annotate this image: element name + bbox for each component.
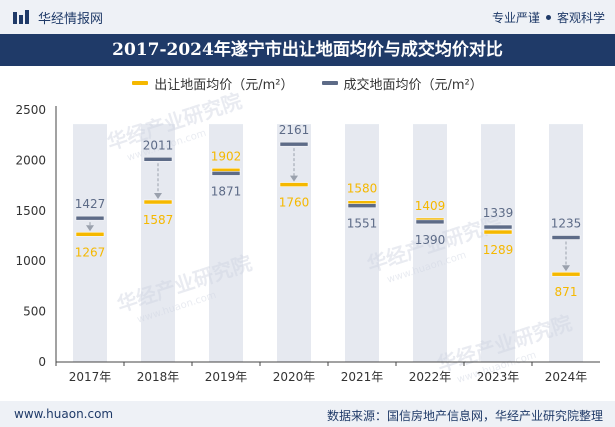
footer-site: www.huaon.com — [14, 407, 114, 421]
top-banner: 华经情报网 专业严谨 客观科学 — [0, 0, 615, 34]
slogan-right: 客观科学 — [556, 11, 605, 25]
deal-data-label: 2011 — [143, 138, 174, 152]
x-tick-label: 2023年 — [477, 370, 520, 384]
legend-label-deal: 成交地面均价（元/m²） — [343, 77, 483, 93]
sale-data-label: 1587 — [143, 213, 174, 227]
deal-marker — [551, 235, 581, 240]
slogan-left: 专业严谨 — [491, 11, 540, 25]
sale-marker — [551, 271, 581, 277]
deal-marker — [347, 203, 377, 208]
brand-name: 华经情报网 — [38, 12, 104, 27]
y-tick-label: 2000 — [15, 153, 46, 167]
legend-item-sale: 出让地面均价（元/m²） — [132, 74, 294, 93]
deal-marker — [75, 215, 105, 221]
deal-marker — [415, 219, 445, 225]
brand: 华经情报网 — [12, 8, 103, 27]
legend-swatch-deal — [321, 81, 338, 85]
deal-marker — [143, 157, 173, 162]
legend-swatch-sale — [132, 81, 149, 85]
background-column — [413, 124, 447, 362]
sale-data-label: 1289 — [483, 243, 514, 257]
deal-data-label: 1339 — [483, 206, 514, 220]
deal-marker — [279, 141, 309, 147]
sale-marker — [75, 232, 105, 237]
background-column — [73, 124, 107, 362]
sale-marker — [143, 199, 173, 205]
sale-marker — [279, 182, 309, 187]
deal-data-label: 2161 — [279, 123, 310, 137]
deal-data-label: 1427 — [75, 197, 106, 211]
sale-data-label: 1409 — [415, 199, 446, 213]
sale-data-label: 1902 — [211, 149, 242, 163]
footer: www.huaon.com 数据来源：国信房地产信息网，华经产业研究院整理 — [0, 401, 615, 427]
y-tick-label: 500 — [23, 305, 46, 319]
footer-source: 数据来源：国信房地产信息网，华经产业研究院整理 — [326, 409, 603, 423]
sale-data-label: 1267 — [75, 245, 106, 259]
x-tick-label: 2024年 — [545, 370, 588, 384]
connector-arrow — [154, 193, 162, 200]
y-tick-label: 0 — [38, 355, 46, 369]
background-column — [481, 124, 515, 362]
connector-arrow — [86, 225, 94, 232]
sale-data-label: 871 — [555, 285, 578, 299]
legend-item-deal: 成交地面均价（元/m²） — [321, 74, 483, 93]
separator-dot-icon — [545, 15, 551, 20]
deal-marker — [211, 171, 241, 176]
y-tick-label: 1000 — [15, 254, 46, 268]
deal-marker — [483, 224, 513, 230]
brand-logo-icon — [12, 9, 32, 26]
sale-data-label: 1580 — [347, 182, 378, 196]
slogan: 专业严谨 客观科学 — [492, 9, 605, 26]
y-tick-label: 1500 — [15, 204, 46, 218]
deal-data-label: 1551 — [347, 217, 378, 231]
deal-data-label: 1390 — [415, 233, 446, 247]
chart-title: 2017-2024年遂宁市出让地面均价与成交均价对比 — [0, 34, 615, 66]
x-tick-label: 2018年 — [137, 370, 180, 384]
x-tick-label: 2020年 — [273, 370, 316, 384]
background-column — [209, 124, 243, 362]
x-tick-label: 2022年 — [409, 370, 452, 384]
deal-data-label: 1871 — [211, 184, 242, 198]
x-tick-label: 2021年 — [341, 370, 384, 384]
x-tick-label: 2019年 — [205, 370, 248, 384]
x-tick-label: 2017年 — [69, 370, 112, 384]
y-tick-label: 2500 — [15, 103, 46, 117]
background-column — [345, 124, 379, 362]
connector-arrow — [290, 175, 298, 182]
connector-arrow — [562, 265, 570, 272]
legend-label-sale: 出让地面均价（元/m²） — [154, 77, 294, 93]
deal-data-label: 1235 — [551, 217, 582, 231]
sale-marker — [483, 229, 513, 235]
sale-data-label: 1760 — [279, 196, 310, 210]
legend: 出让地面均价（元/m²） 成交地面均价（元/m²） — [0, 74, 615, 93]
